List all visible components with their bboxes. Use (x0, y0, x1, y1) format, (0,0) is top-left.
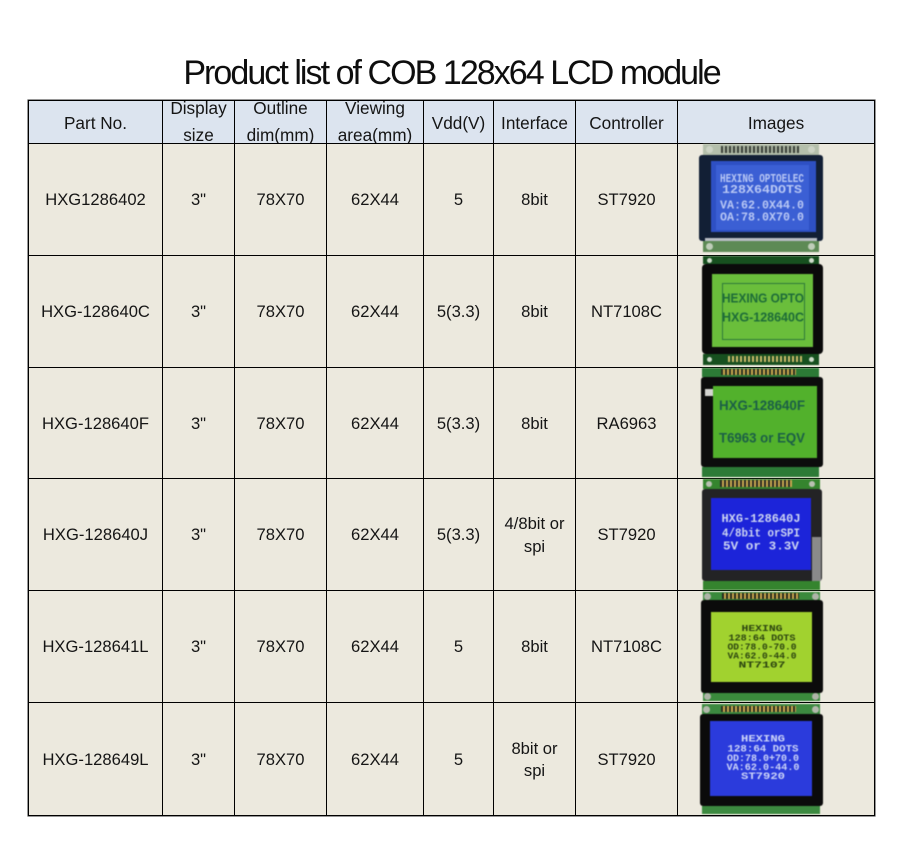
svg-text:NT7107: NT7107 (739, 661, 786, 671)
svg-text:VA:62.0X44.0: VA:62.0X44.0 (720, 199, 804, 213)
svg-text:OD:78.0+70.0: OD:78.0+70.0 (727, 754, 799, 765)
svg-text:128:64 DOTS: 128:64 DOTS (729, 634, 797, 644)
svg-text:HEXING OPTO: HEXING OPTO (722, 291, 804, 306)
svg-text:HXG-128640F: HXG-128640F (719, 397, 805, 413)
svg-text:ST7920: ST7920 (741, 772, 785, 783)
svg-text:HEXING: HEXING (741, 735, 785, 746)
svg-text:128:64 DOTS: 128:64 DOTS (728, 745, 799, 756)
svg-text:HXG-128640C: HXG-128640C (722, 310, 805, 325)
svg-text:HXG-128640J: HXG-128640J (722, 512, 801, 526)
svg-text:HEXING: HEXING (742, 624, 783, 634)
svg-text:VA:62.0-44.0: VA:62.0-44.0 (727, 763, 800, 774)
svg-text:VA:62.0-44.0: VA:62.0-44.0 (728, 652, 797, 662)
svg-text:HEXING OPTOELEC: HEXING OPTOELEC (720, 172, 804, 186)
svg-text:OD:78.0-70.0: OD:78.0-70.0 (728, 643, 797, 653)
svg-text:4/8bit orSPI: 4/8bit orSPI (722, 527, 800, 541)
svg-text:T6963 or EQV: T6963 or EQV (719, 430, 806, 446)
svg-text:5V or 3.3V: 5V or 3.3V (723, 540, 800, 554)
svg-text:128X64DOTS: 128X64DOTS (722, 183, 802, 197)
svg-text:OA:78.0X70.0: OA:78.0X70.0 (720, 211, 804, 225)
